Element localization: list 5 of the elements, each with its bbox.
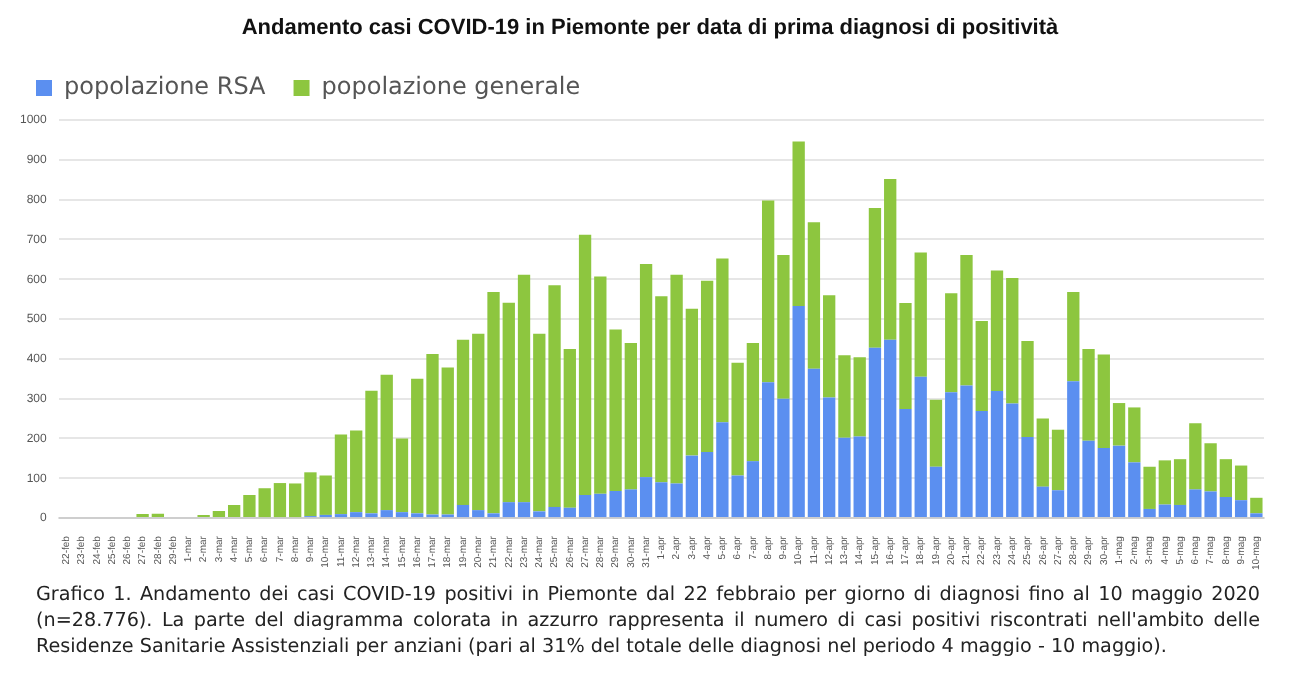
legend-label: popolazione generale — [321, 72, 581, 101]
legend-label: popolazione RSA — [64, 72, 268, 101]
bar — [929, 399, 943, 467]
chart-title: Andamento casi COVID-19 in Piemonte per data di prima diagnosi di positività — [239, 16, 1061, 40]
text: Grafico 1. Andamento dei casi COVID-19 positivi in Piemonte dal 22 febbraio per giorno di diagnosi fino al 10 maggio 2020 (n=28.776). La parte del diagramma colorata in azzurro rappresenta il numero di casi positivi riscontrati nell'ambito delle Residenze Sanitarie Assistenziali per anziani (pari al 31% del totale delle diagnosi nel periodo 4 maggio - 10 maggio). — [36, 582, 1260, 660]
